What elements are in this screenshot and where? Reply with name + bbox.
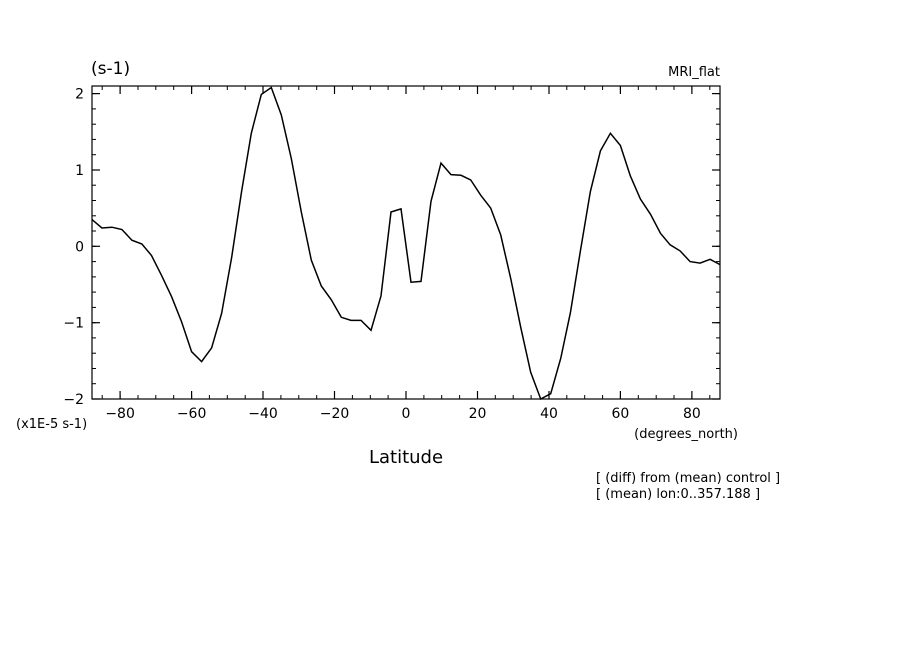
- x-unit-label: (degrees_north): [634, 427, 738, 442]
- y-tick-label: 0: [75, 239, 84, 255]
- chart-title: MRI_flat: [668, 65, 720, 80]
- x-tick-label: −40: [248, 406, 278, 422]
- x-tick-label: 60: [611, 406, 629, 422]
- x-axis: −80 −60 −40 −20 0 20 40 60 80: [101, 86, 711, 422]
- x-tick-label: 40: [540, 406, 558, 422]
- y-tick-label: 2: [75, 87, 84, 103]
- annotation-2: [ (mean) lon:0..357.188 ]: [596, 487, 760, 502]
- y-axis: −2 −1 0 1 2: [63, 87, 720, 408]
- y-tick-label: −1: [63, 316, 84, 332]
- x-tick-label: −20: [320, 406, 350, 422]
- x-tick-label: 20: [469, 406, 487, 422]
- x-tick-label: −80: [105, 406, 135, 422]
- x-tick-label: −60: [177, 406, 207, 422]
- x-axis-label: Latitude: [369, 447, 443, 468]
- y-axis-label: (s-1): [91, 59, 130, 79]
- x-tick-label: 0: [402, 406, 411, 422]
- y-tick-label: 1: [75, 163, 84, 179]
- x-tick-label: 80: [683, 406, 701, 422]
- y-tick-label: −2: [63, 392, 84, 408]
- annotation-1: [ (diff) from (mean) control ]: [596, 471, 780, 486]
- y-scale-label: (x1E-5 s-1): [16, 417, 87, 432]
- series-line: [91, 86, 721, 401]
